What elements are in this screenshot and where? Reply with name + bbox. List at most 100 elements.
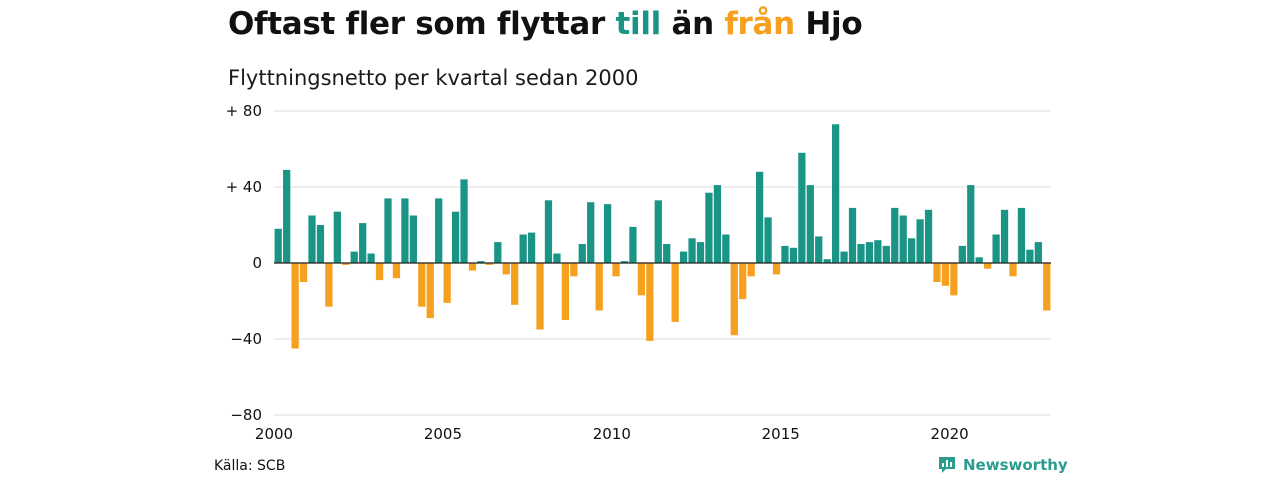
bar	[316, 225, 325, 263]
bar	[815, 236, 823, 263]
bar	[848, 207, 857, 263]
bar	[823, 259, 831, 263]
y-tick-label: −40	[230, 330, 262, 348]
bar	[984, 263, 992, 269]
bar	[291, 263, 299, 349]
bar	[1017, 207, 1026, 263]
bar	[772, 263, 781, 275]
bar	[401, 198, 409, 263]
brand-logo[interactable]: Newsworthy	[937, 455, 1068, 475]
bar	[806, 185, 814, 263]
bar	[1009, 263, 1017, 277]
bar	[679, 251, 688, 263]
bar	[891, 207, 899, 263]
bar	[350, 251, 358, 263]
bar	[865, 242, 874, 263]
y-tick-label: −80	[230, 406, 262, 424]
bar	[730, 263, 738, 336]
y-tick-label: 0	[252, 254, 262, 272]
bar	[671, 263, 679, 322]
x-tick-label: 2005	[424, 425, 462, 443]
bar	[992, 234, 1000, 263]
bar	[308, 215, 316, 263]
title-highlight-till: till	[615, 6, 661, 42]
bar	[764, 217, 772, 263]
bar	[274, 228, 282, 263]
bar	[1000, 209, 1009, 263]
bar	[283, 169, 291, 263]
bar	[654, 200, 662, 263]
bar	[561, 263, 569, 320]
bar	[519, 234, 527, 263]
bar	[603, 204, 612, 263]
bar	[612, 263, 620, 277]
bar	[882, 245, 890, 263]
bar	[485, 263, 493, 265]
bar	[1043, 263, 1051, 311]
bar	[418, 263, 426, 307]
bar	[451, 211, 460, 263]
bar	[527, 232, 536, 263]
bar	[789, 247, 798, 263]
bar	[333, 211, 341, 263]
bar	[477, 261, 485, 263]
x-tick-label: 2000	[255, 425, 293, 443]
y-tick-label: + 80	[226, 102, 262, 120]
bar	[663, 244, 671, 263]
x-tick-label: 2020	[931, 425, 969, 443]
bar	[908, 238, 916, 263]
bar	[950, 263, 958, 296]
bar	[941, 263, 950, 286]
title-part-2: än	[660, 6, 725, 42]
bar	[916, 219, 924, 263]
y-tick-label: + 40	[226, 178, 262, 196]
bar	[747, 263, 755, 277]
bar	[511, 263, 519, 305]
chart-subtitle: Flyttningsnetto per kvartal sedan 2000	[228, 66, 639, 90]
bar	[958, 245, 966, 263]
bar	[933, 263, 941, 282]
bar	[494, 242, 502, 263]
bar	[426, 263, 434, 319]
bar	[435, 198, 443, 263]
bar	[739, 263, 747, 300]
title-part-3: Hjo	[794, 6, 863, 42]
bar	[713, 185, 722, 263]
bar	[722, 234, 730, 263]
brand-name: Newsworthy	[963, 456, 1068, 474]
bar	[620, 261, 629, 263]
bar	[646, 263, 654, 341]
title-part-1: Oftast fler som flyttar	[228, 6, 616, 42]
bar	[637, 263, 646, 296]
bar	[857, 244, 865, 263]
bar	[595, 263, 603, 311]
bar	[967, 185, 975, 263]
bar	[299, 263, 308, 282]
bar	[629, 226, 637, 263]
bar	[1026, 249, 1034, 263]
bar	[468, 263, 477, 271]
bar	[874, 240, 882, 263]
bar	[544, 200, 553, 263]
bar	[342, 263, 350, 265]
bar	[578, 244, 586, 263]
bar	[502, 263, 510, 275]
bar	[570, 263, 578, 277]
bar	[755, 171, 764, 263]
bar	[696, 242, 705, 263]
bar	[1034, 242, 1042, 263]
bar	[781, 245, 789, 263]
x-tick-label: 2015	[762, 425, 800, 443]
bar	[832, 124, 840, 263]
bars	[274, 124, 1051, 349]
bar	[553, 253, 561, 263]
chart-title: Oftast fler som flyttar till än från Hjo	[228, 6, 863, 42]
bar	[443, 263, 451, 303]
bar	[899, 215, 907, 263]
bar	[536, 263, 544, 330]
source-label: Källa: SCB	[214, 458, 286, 474]
bar	[367, 253, 375, 263]
bar	[924, 209, 933, 263]
